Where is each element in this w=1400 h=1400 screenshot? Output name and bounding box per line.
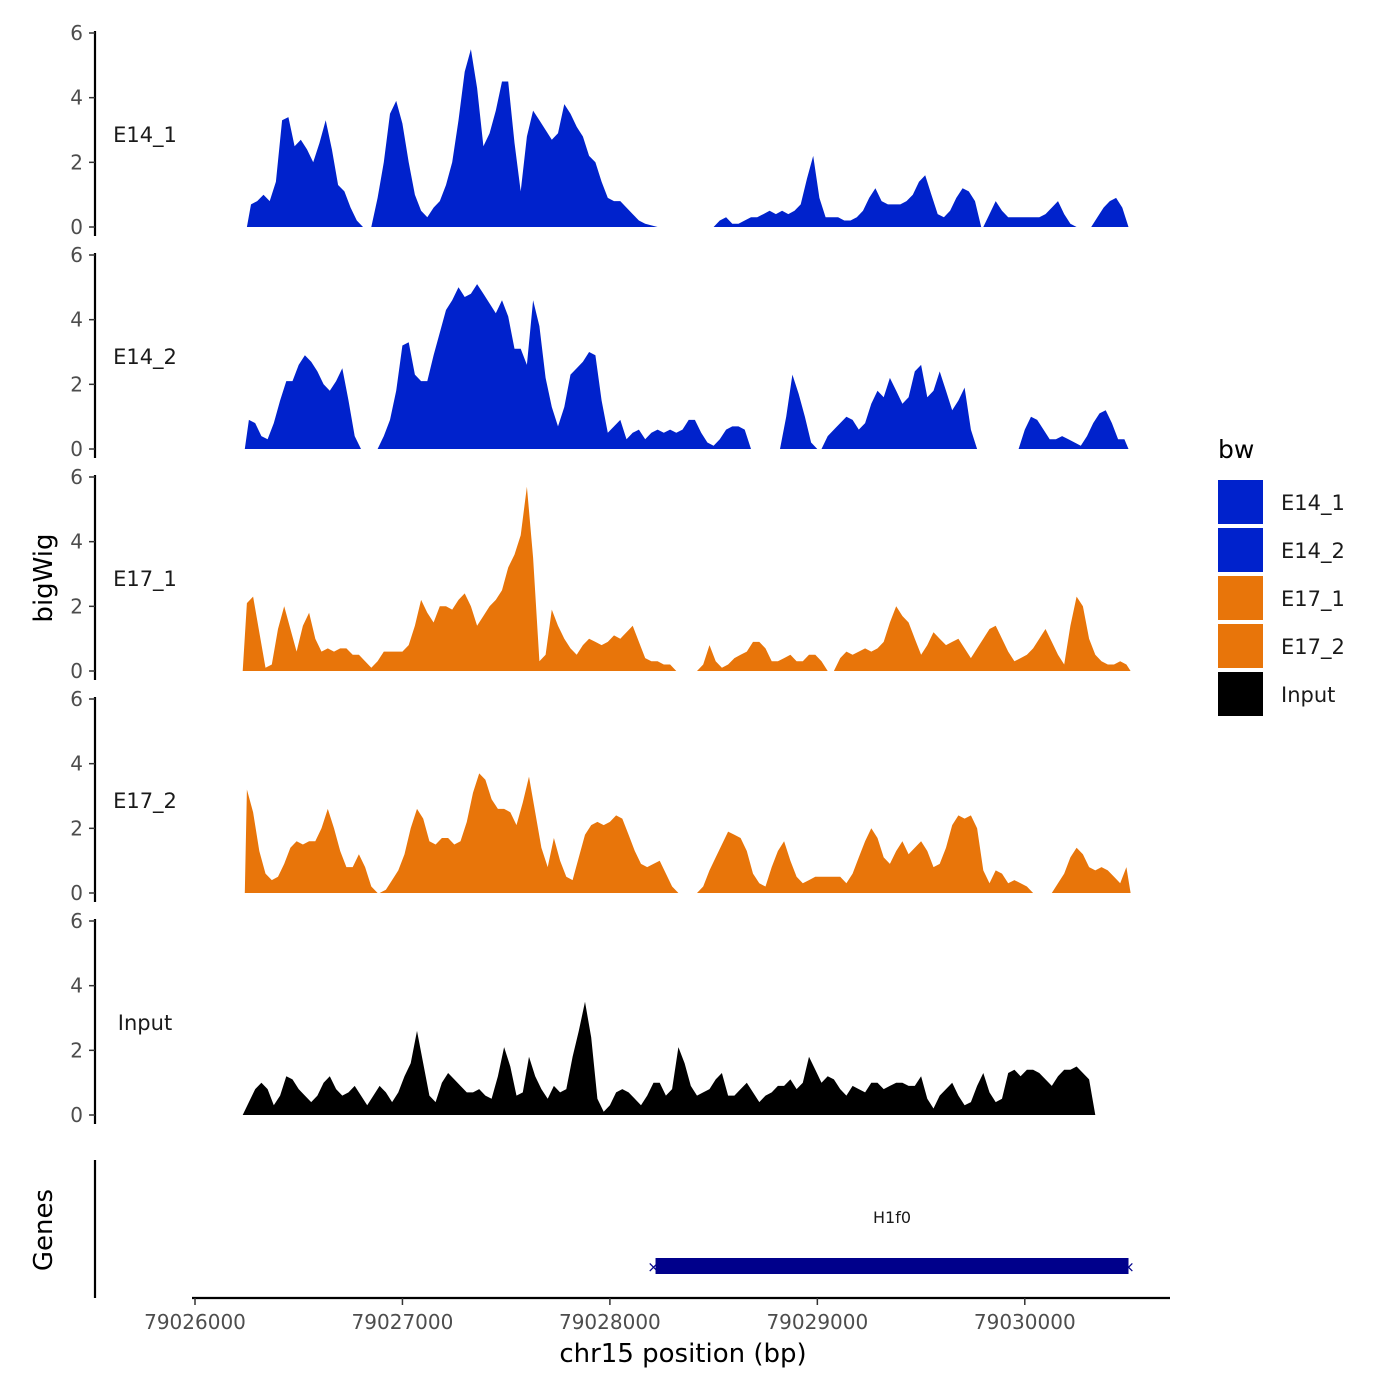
coverage-area-e14-1-5 xyxy=(1091,197,1129,227)
y-tick-label: 6 xyxy=(70,687,83,711)
coverage-area-e14-1-3 xyxy=(713,155,982,227)
coverage-area-e17-1-3 xyxy=(833,596,1131,671)
coverage-area-e14-2-4 xyxy=(821,364,978,449)
y-tick-label: 2 xyxy=(70,372,83,396)
track-label-e14-1: E14_1 xyxy=(113,123,177,148)
track-input: 0 2 4 6 Input xyxy=(70,909,1096,1127)
legend: bw E14_1 E14_2 E17_1 E17_2 Input xyxy=(1218,435,1345,716)
track-e17-2: 0 2 4 6 E17_2 xyxy=(70,687,1131,905)
y-tick-label: 2 xyxy=(70,594,83,618)
y-tick-label: 2 xyxy=(70,1038,83,1062)
gene-end-marker: × xyxy=(1122,1258,1135,1276)
legend-label-e17-1: E17_1 xyxy=(1281,587,1345,612)
legend-label-input: Input xyxy=(1281,683,1335,707)
x-tick-label: 79029000 xyxy=(766,1310,868,1334)
x-tick-label: 79027000 xyxy=(352,1310,454,1334)
y-tick-label: 4 xyxy=(70,752,83,776)
coverage-area-e14-2-2 xyxy=(377,284,751,449)
y-tick-label: 0 xyxy=(70,215,83,239)
track-label-e17-1: E17_1 xyxy=(113,567,177,592)
y-tick-label: 6 xyxy=(70,909,83,933)
gene-label-h1f0: H1f0 xyxy=(873,1208,911,1227)
coverage-tracks: 0 2 4 6 E14_1 0 2 4 6 E14_2 0 2 4 6 E17_1 0 2 4 6 E17_2 0 2 4 6… xyxy=(70,21,1131,1127)
y-tick-label: 4 xyxy=(70,86,83,110)
coverage-area-e17-1-1 xyxy=(242,486,677,671)
legend-key-input xyxy=(1218,672,1263,716)
y-tick-label: 6 xyxy=(70,21,83,45)
x-tick-label: 79026000 xyxy=(144,1310,246,1334)
coverage-area-e14-1-4 xyxy=(983,201,1077,227)
y-tick-label: 0 xyxy=(70,1103,83,1127)
gene-track-title: Genes xyxy=(29,1189,59,1271)
coverage-area-e17-1-2 xyxy=(697,641,828,671)
y-tick-label: 2 xyxy=(70,150,83,174)
coverage-area-e14-2-1 xyxy=(244,355,361,449)
coverage-area-e17-2-3 xyxy=(697,815,1034,893)
y-tick-label: 4 xyxy=(70,308,83,332)
legend-title: bw xyxy=(1218,435,1254,464)
gene-start-marker: × xyxy=(647,1258,660,1276)
x-tick-label: 79030000 xyxy=(974,1310,1076,1334)
legend-key-e17-1 xyxy=(1218,576,1263,620)
coverage-area-e14-1-2 xyxy=(371,49,658,228)
coverage-area-e14-2-3 xyxy=(780,374,818,449)
gene-body-h1f0 xyxy=(655,1258,1129,1274)
coverage-area-e17-2-2 xyxy=(379,773,679,893)
y-tick-label: 4 xyxy=(70,530,83,554)
coverage-area-e17-2-4 xyxy=(1051,847,1131,893)
track-label-e14-2: E14_2 xyxy=(113,345,177,370)
track-e14-2: 0 2 4 6 E14_2 xyxy=(70,243,1129,461)
track-label-input: Input xyxy=(118,1011,172,1035)
y-tick-label: 2 xyxy=(70,816,83,840)
legend-label-e17-2: E17_2 xyxy=(1281,635,1345,660)
y-tick-label: 6 xyxy=(70,465,83,489)
x-tick-label: 79028000 xyxy=(559,1310,661,1334)
y-tick-label: 0 xyxy=(70,437,83,461)
legend-key-e14-1 xyxy=(1218,480,1263,524)
y-axis-title: bigWig xyxy=(29,533,59,622)
coverage-area-e14-2-5 xyxy=(1018,410,1129,449)
coverage-area-e14-1-1 xyxy=(246,117,363,227)
gene-track: × × H1f0 xyxy=(93,1160,1135,1298)
coverage-area-e17-2-1 xyxy=(244,789,378,893)
track-e14-1: 0 2 4 6 E14_1 xyxy=(70,21,1129,239)
x-axis-title: chr15 position (bp) xyxy=(559,1339,806,1369)
y-tick-label: 0 xyxy=(70,881,83,905)
legend-label-e14-1: E14_1 xyxy=(1281,491,1345,516)
x-axis: 79026000 79027000 79028000 79029000 79030000 xyxy=(144,1296,1170,1334)
legend-key-e14-2 xyxy=(1218,528,1263,572)
y-tick-label: 6 xyxy=(70,243,83,267)
legend-key-e17-2 xyxy=(1218,624,1263,668)
coverage-area-input-1 xyxy=(242,1001,1096,1115)
y-tick-label: 0 xyxy=(70,659,83,683)
track-e17-1: 0 2 4 6 E17_1 xyxy=(70,465,1131,683)
track-label-e17-2: E17_2 xyxy=(113,789,177,814)
y-tick-label: 4 xyxy=(70,974,83,998)
legend-label-e14-2: E14_2 xyxy=(1281,539,1345,564)
